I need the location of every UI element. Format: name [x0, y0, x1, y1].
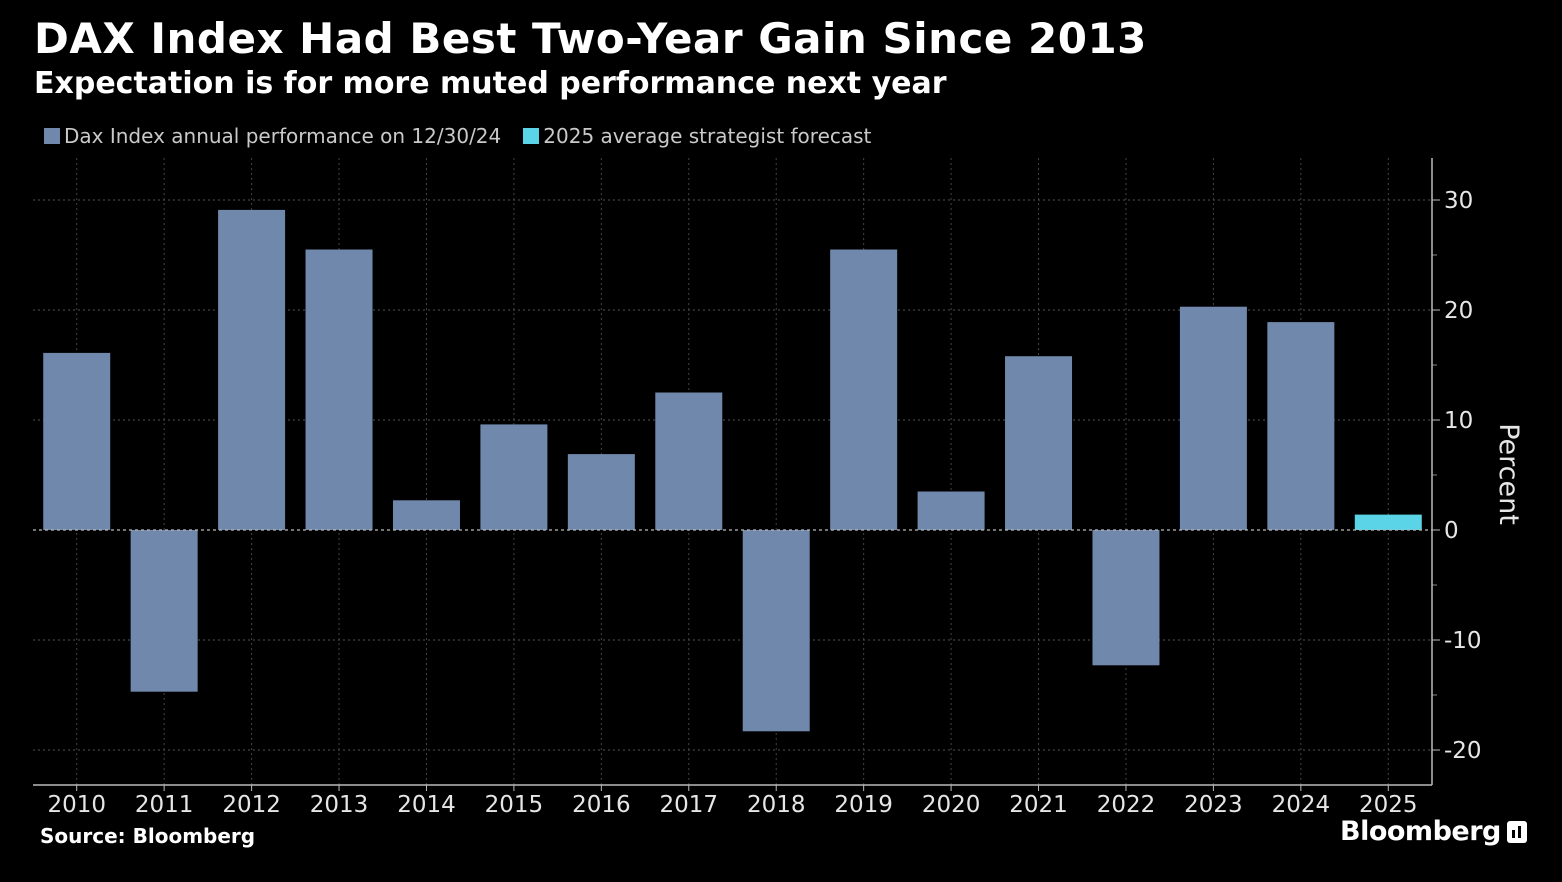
bar-2011 — [130, 530, 198, 692]
legend-item-forecast: 2025 average strategist forecast — [523, 124, 871, 148]
x-tick-label: 2023 — [1184, 792, 1243, 818]
bar-2022 — [1092, 530, 1160, 666]
bloomberg-logo: Bloomberg — [1340, 816, 1527, 847]
x-tick-label: 2018 — [747, 792, 806, 818]
x-tick-label: 2021 — [1009, 792, 1068, 818]
bar-2025 — [1354, 514, 1422, 530]
source-note: Source: Bloomberg — [40, 824, 256, 848]
bar-2018 — [742, 530, 810, 732]
x-tick-label: 2014 — [397, 792, 456, 818]
legend-label-performance: Dax Index annual performance on 12/30/24 — [64, 124, 502, 148]
chart-title: DAX Index Had Best Two-Year Gain Since 2… — [34, 14, 1147, 63]
legend-label-forecast: 2025 average strategist forecast — [543, 124, 872, 148]
legend-swatch-forecast — [523, 128, 540, 144]
x-tick-label: 2011 — [135, 792, 194, 818]
legend-item-performance: Dax Index annual performance on 12/30/24 — [44, 124, 501, 148]
y-tick-label: 30 — [1444, 188, 1473, 214]
y-tick-label: -20 — [1444, 738, 1482, 764]
x-tick-label: 2015 — [485, 792, 544, 818]
bar-2020 — [917, 491, 985, 530]
x-tick-label: 2022 — [1097, 792, 1156, 818]
x-tick-label: 2024 — [1272, 792, 1331, 818]
bar-2013 — [305, 249, 373, 530]
y-tick-label: 20 — [1444, 298, 1473, 324]
x-tick-label: 2012 — [222, 792, 281, 818]
y-axis-title: Percent — [1493, 423, 1524, 525]
chart-subtitle: Expectation is for more muted performanc… — [34, 66, 947, 101]
bar-2010 — [43, 352, 111, 530]
x-tick-label: 2019 — [834, 792, 893, 818]
x-tick-label: 2010 — [47, 792, 106, 818]
bar-2019 — [830, 249, 898, 530]
bar-2015 — [480, 424, 548, 530]
x-tick-label: 2025 — [1359, 792, 1418, 818]
legend: Dax Index annual performance on 12/30/24… — [44, 124, 871, 148]
x-tick-label: 2013 — [310, 792, 369, 818]
bar-2014 — [392, 500, 460, 530]
bar-2021 — [1005, 356, 1073, 530]
bar-2012 — [218, 209, 286, 530]
y-tick-label: -10 — [1444, 628, 1482, 654]
legend-swatch-performance — [44, 128, 60, 144]
bar-2023 — [1179, 306, 1247, 530]
x-tick-label: 2020 — [922, 792, 981, 818]
x-tick-label: 2017 — [660, 792, 719, 818]
x-tick-label: 2016 — [572, 792, 631, 818]
bar-2016 — [567, 454, 635, 530]
brand-name: Bloomberg — [1340, 816, 1501, 847]
bar-2017 — [655, 392, 723, 530]
bloomberg-chart-icon — [1506, 820, 1527, 843]
bar-2024 — [1267, 322, 1335, 530]
y-tick-label: 0 — [1444, 518, 1459, 544]
y-tick-label: 10 — [1444, 408, 1473, 434]
